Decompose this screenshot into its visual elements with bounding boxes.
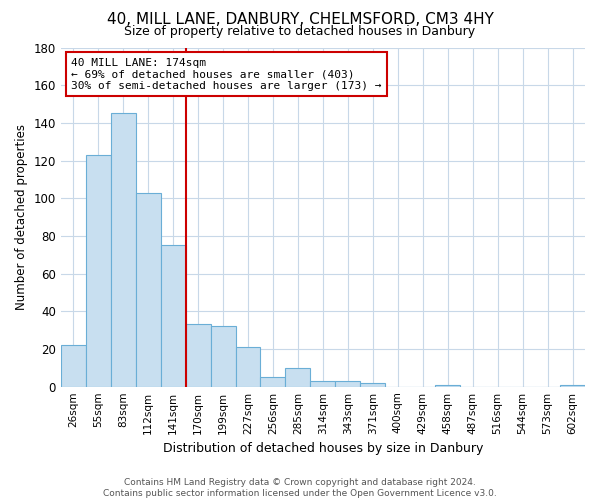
Bar — [161, 246, 185, 386]
Bar — [560, 385, 585, 386]
Bar — [260, 378, 286, 386]
Bar — [185, 324, 211, 386]
Bar — [286, 368, 310, 386]
Text: Contains HM Land Registry data © Crown copyright and database right 2024.
Contai: Contains HM Land Registry data © Crown c… — [103, 478, 497, 498]
Bar — [236, 347, 260, 387]
Bar — [335, 381, 361, 386]
X-axis label: Distribution of detached houses by size in Danbury: Distribution of detached houses by size … — [163, 442, 483, 455]
Bar — [361, 383, 385, 386]
Bar — [211, 326, 236, 386]
Y-axis label: Number of detached properties: Number of detached properties — [15, 124, 28, 310]
Text: 40, MILL LANE, DANBURY, CHELMSFORD, CM3 4HY: 40, MILL LANE, DANBURY, CHELMSFORD, CM3 … — [107, 12, 493, 28]
Text: 40 MILL LANE: 174sqm
← 69% of detached houses are smaller (403)
30% of semi-deta: 40 MILL LANE: 174sqm ← 69% of detached h… — [71, 58, 382, 91]
Bar — [86, 155, 111, 386]
Text: Size of property relative to detached houses in Danbury: Size of property relative to detached ho… — [124, 25, 476, 38]
Bar — [61, 345, 86, 387]
Bar — [435, 385, 460, 386]
Bar — [136, 192, 161, 386]
Bar — [111, 114, 136, 386]
Bar — [310, 381, 335, 386]
